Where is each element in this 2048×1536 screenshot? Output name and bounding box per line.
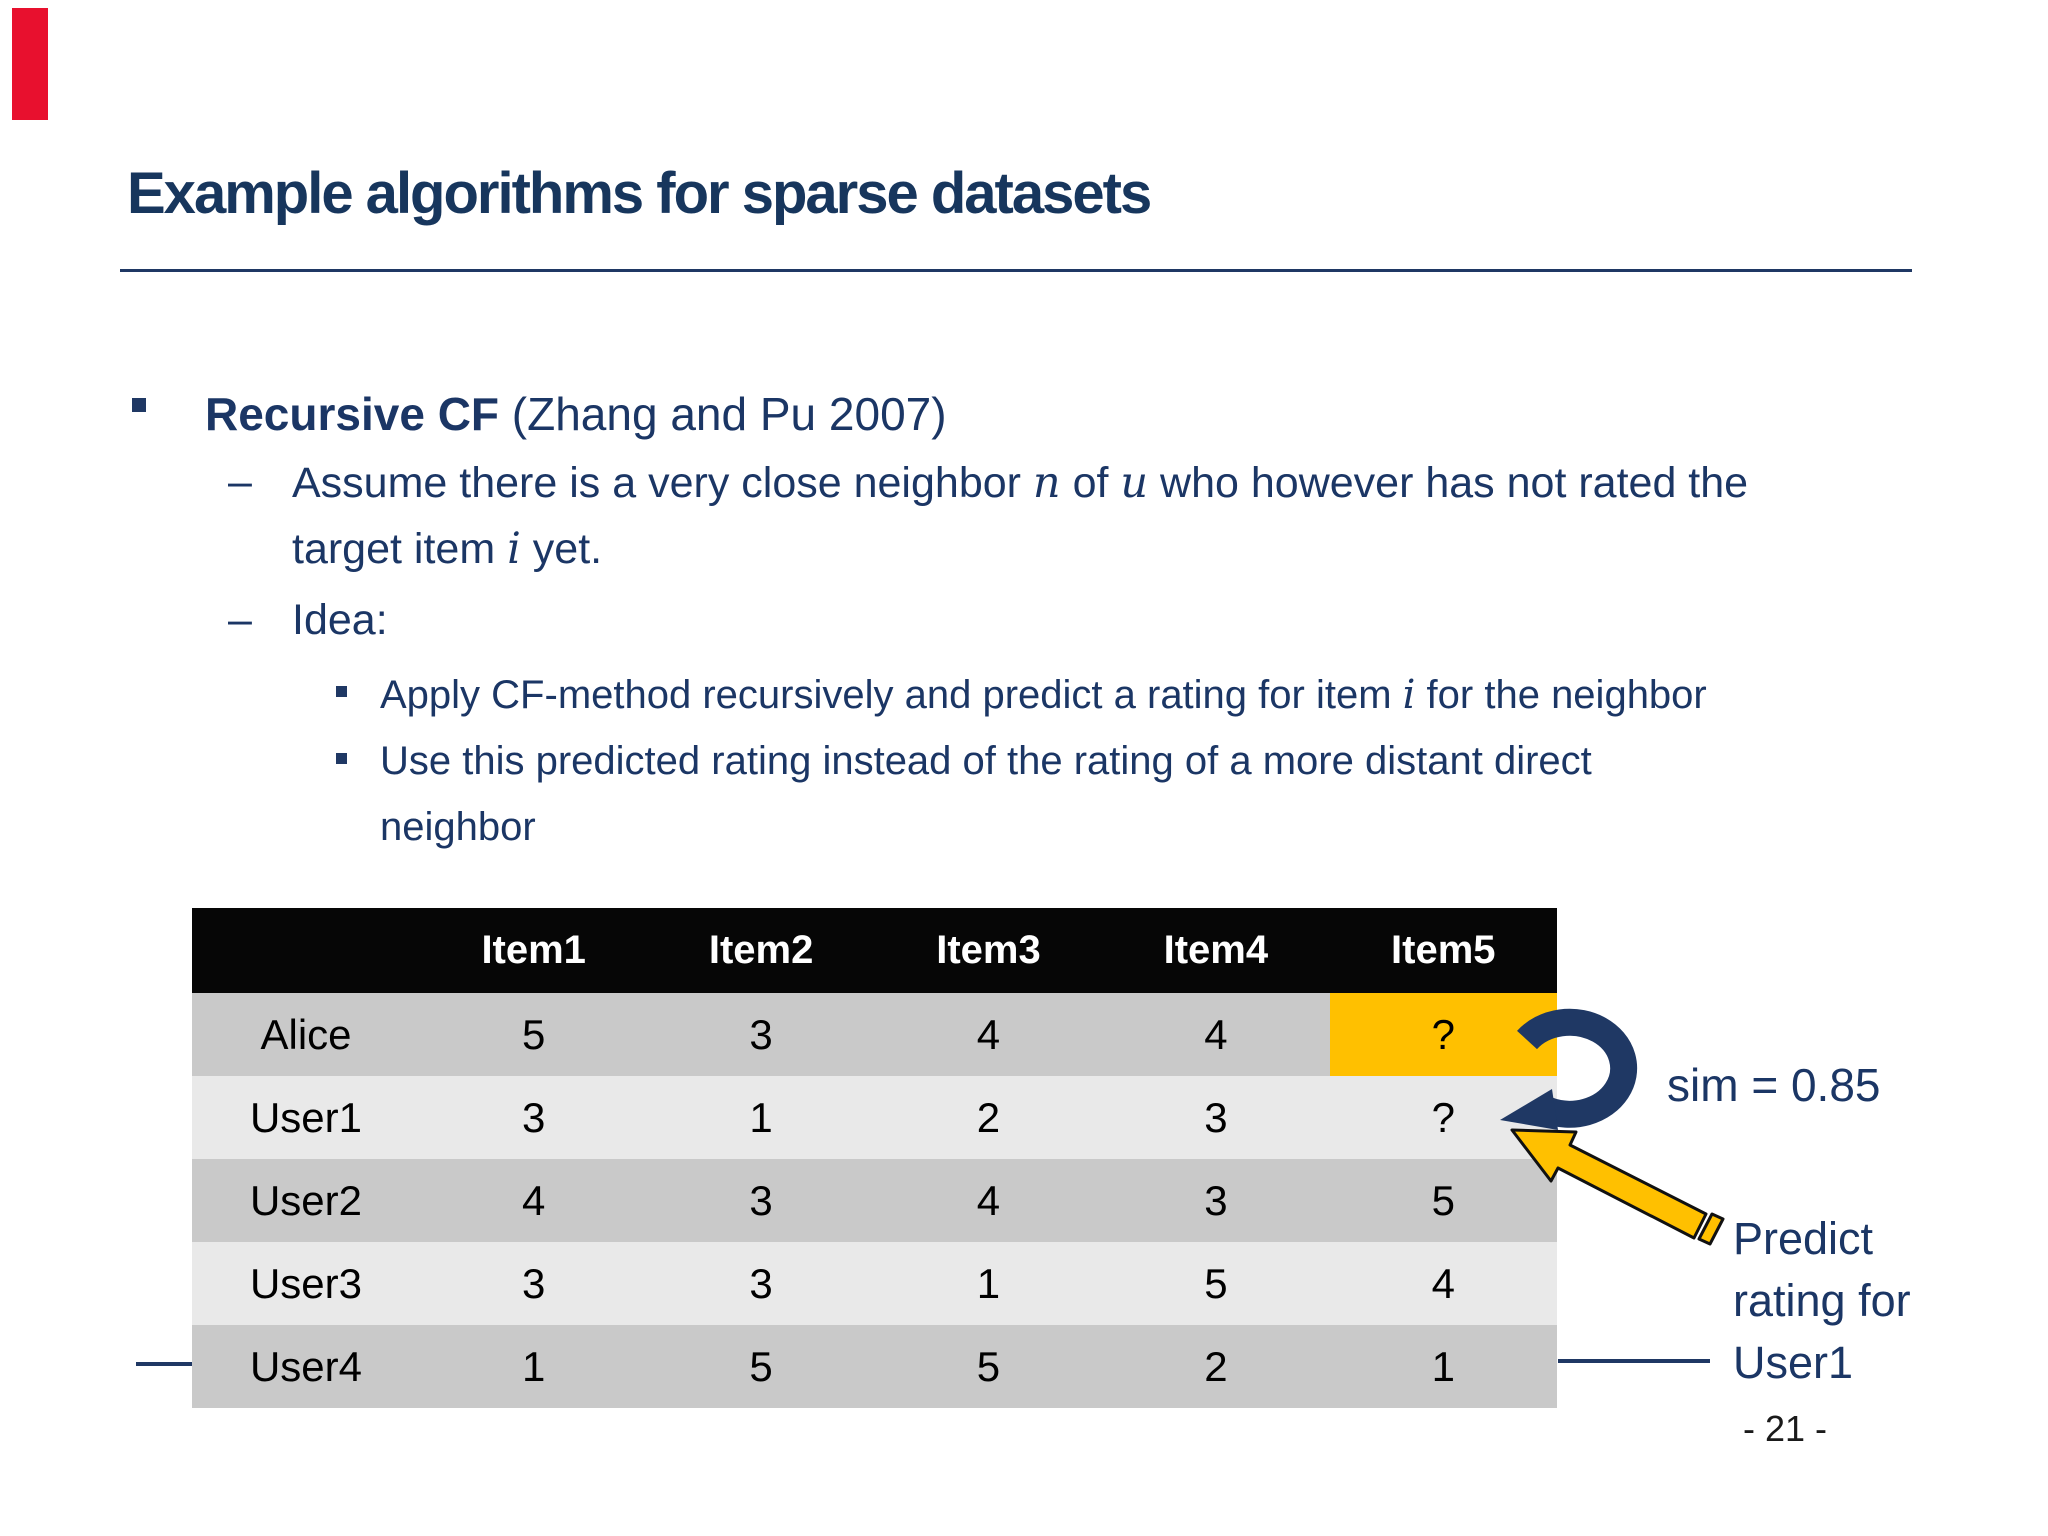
math-var-i: i: [507, 524, 521, 574]
rating-cell: 5: [1102, 1242, 1330, 1325]
red-marker-bar: [12, 8, 48, 120]
apply-text-2: for the neighbor: [1415, 673, 1707, 717]
table-corner-cell: [192, 908, 420, 993]
right-connector-line: [1558, 1359, 1710, 1363]
bullet-recursive-cf: Recursive CF (Zhang and Pu 2007): [205, 387, 947, 441]
ratings-table: Item1 Item2 Item3 Item4 Item5 Alice 5 3 4 4? User1…: [192, 908, 1557, 1408]
idea-label: Idea:: [292, 596, 388, 644]
rating-cell: 4: [420, 1159, 648, 1242]
rating-cell: 5: [874, 1325, 1103, 1408]
table-row-user1: User1 3 1 2 3?: [192, 1076, 1557, 1159]
assume-line2: target item i yet.: [292, 524, 602, 574]
rating-cell: 4: [874, 993, 1103, 1076]
use-bullet-line2: neighbor: [380, 805, 536, 849]
math-var-i: i: [1402, 672, 1416, 718]
sub-bullet-square-icon: [336, 753, 347, 764]
title-divider: [120, 269, 1912, 272]
predict-line1: Predict: [1733, 1213, 1874, 1264]
rating-cell: 3: [1102, 1076, 1330, 1159]
rating-cell: 4: [874, 1159, 1103, 1242]
rating-cell: 3: [420, 1076, 648, 1159]
table-row-user3: User3 3 3 1 5 4: [192, 1242, 1557, 1325]
highlighted-rating-cell: ?: [1329, 993, 1557, 1076]
similarity-label: sim = 0.85: [1667, 1059, 1881, 1111]
page-title: Example algorithms for sparse datasets: [127, 161, 1152, 226]
rating-cell: 3: [420, 1242, 648, 1325]
rating-cell: 1: [647, 1076, 875, 1159]
recursive-cf-bold: Recursive CF: [205, 388, 512, 440]
rating-cell: 2: [1102, 1325, 1330, 1408]
rating-cell: 3: [647, 1242, 875, 1325]
assume-text-4: target item: [292, 525, 508, 573]
row-label: User1: [192, 1076, 420, 1159]
dash-bullet-icon: –: [228, 596, 252, 644]
left-connector-line: [136, 1362, 192, 1366]
page-number: - 21 -: [1743, 1408, 1828, 1449]
use-bullet-line1: Use this predicted rating instead of the…: [380, 739, 1592, 783]
rating-cell: 2: [874, 1076, 1103, 1159]
apply-bullet: Apply CF-method recursively and predict …: [380, 672, 1707, 718]
predict-line3: User1: [1733, 1337, 1854, 1388]
column-header-item4: Item4: [1102, 908, 1330, 993]
row-label: User2: [192, 1159, 420, 1242]
dash-bullet-icon: –: [228, 458, 252, 506]
rating-cell: 5: [647, 1325, 875, 1408]
table-header-row: Item1 Item2 Item3 Item4 Item5: [192, 908, 1557, 993]
table-row-user4: User4 1 5 5 2 1: [192, 1325, 1557, 1408]
assume-text-3: who however has not rated the: [1148, 459, 1749, 507]
rating-cell: 1: [1329, 1325, 1557, 1408]
recursive-cf-rest: (Zhang and Pu 2007): [511, 388, 947, 440]
math-var-n: n: [1032, 458, 1061, 508]
column-header-item2: Item2: [647, 908, 875, 993]
sub-bullet-square-icon: [336, 686, 347, 697]
column-header-item3: Item3: [874, 908, 1103, 993]
rating-cell: 1: [420, 1325, 648, 1408]
row-label: User4: [192, 1325, 420, 1408]
column-header-item5: Item5: [1329, 908, 1557, 993]
rating-cell: 3: [647, 993, 875, 1076]
row-label: Alice: [192, 993, 420, 1076]
assume-line1: Assume there is a very close neighbor n …: [292, 458, 1748, 508]
rating-cell: 3: [647, 1159, 875, 1242]
bullet-square-icon: [132, 398, 146, 412]
row-label: User3: [192, 1242, 420, 1325]
rating-cell: 3: [1102, 1159, 1330, 1242]
predict-rating-label: Predict rating for User1: [1733, 1208, 1911, 1394]
table-row-user2: User2 4 3 4 3 5: [192, 1159, 1557, 1242]
rating-cell: 5: [420, 993, 648, 1076]
assume-text-2: of: [1060, 459, 1121, 507]
rating-cell: 4: [1102, 993, 1330, 1076]
yellow-arrow-tail: [1697, 1212, 1725, 1246]
rating-cell: 5: [1329, 1159, 1557, 1242]
apply-text-1: Apply CF-method recursively and predict …: [380, 673, 1403, 717]
table-row-alice: Alice 5 3 4 4?: [192, 993, 1557, 1076]
rating-cell: 4: [1329, 1242, 1557, 1325]
rating-cell: ?: [1329, 1076, 1557, 1159]
assume-text-1: Assume there is a very close neighbor: [292, 459, 1033, 507]
column-header-item1: Item1: [420, 908, 648, 993]
predict-line2: rating for: [1733, 1275, 1911, 1326]
math-var-u: u: [1120, 458, 1149, 508]
assume-text-5: yet.: [520, 525, 603, 573]
rating-cell: 1: [874, 1242, 1103, 1325]
